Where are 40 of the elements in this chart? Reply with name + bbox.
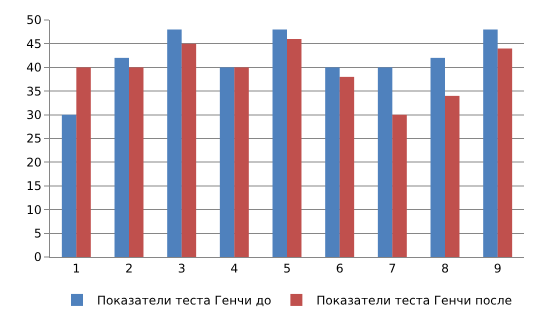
y-tick-label: 50 — [26, 13, 42, 28]
x-tick-label: 3 — [178, 261, 186, 276]
x-tick-label: 8 — [441, 261, 449, 276]
y-tick-label: 0 — [34, 250, 42, 264]
x-tick-label: 9 — [494, 261, 502, 276]
bar — [167, 29, 182, 257]
y-tick-label: 40 — [26, 60, 42, 75]
bar — [483, 29, 498, 257]
legend-label: Показатели теста Генчи после — [316, 294, 512, 308]
bar — [182, 44, 196, 257]
y-tick-label: 45 — [26, 36, 42, 51]
x-tick-label: 4 — [230, 261, 238, 276]
bar — [129, 67, 144, 257]
y-tick-label: 25 — [26, 132, 42, 146]
bar — [76, 67, 91, 257]
bar — [392, 114, 407, 257]
bar — [340, 76, 354, 257]
y-tick-label: 30 — [26, 108, 42, 122]
x-tick-label: 6 — [336, 261, 344, 276]
bar — [272, 29, 287, 257]
bar — [234, 67, 249, 257]
x-tick-label: 1 — [72, 261, 80, 276]
bar — [114, 58, 129, 257]
bar — [62, 114, 76, 257]
y-tick-label: 35 — [26, 84, 42, 98]
bar — [287, 38, 302, 257]
y-tick-label: 5 — [34, 226, 42, 240]
y-tick-label: 15 — [26, 179, 42, 194]
bar — [325, 67, 340, 257]
bar — [445, 96, 460, 257]
x-tick-label: 5 — [283, 261, 291, 276]
y-tick-label: 20 — [26, 155, 42, 170]
bar — [430, 58, 445, 257]
bar — [220, 67, 234, 257]
y-tick-label: 10 — [26, 202, 42, 217]
legend-label: Показатели теста Генчи до — [97, 294, 272, 308]
bar — [498, 48, 512, 257]
x-tick-label: 7 — [388, 261, 396, 276]
x-tick-label: 2 — [125, 261, 133, 276]
bar — [378, 67, 392, 257]
